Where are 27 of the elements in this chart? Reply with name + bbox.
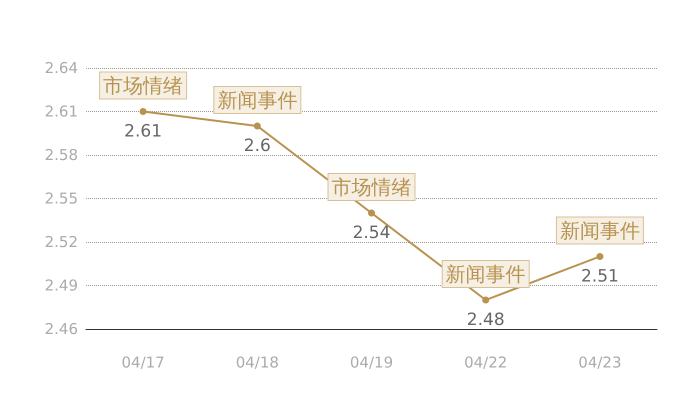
- annotation: 新闻事件: [446, 262, 526, 286]
- y-tick-label: 2.46: [44, 320, 78, 338]
- data-label: 2.51: [580, 266, 619, 286]
- point: [368, 210, 375, 216]
- y-tick-label: 2.64: [44, 59, 78, 77]
- annotation: 新闻事件: [217, 88, 298, 112]
- point: [254, 122, 261, 130]
- data-label: 2.61: [124, 122, 162, 142]
- y-tick-label: 2.58: [44, 146, 78, 164]
- annotation: 新闻事件: [560, 218, 640, 242]
- x-tick-label: 04/19: [350, 354, 394, 372]
- point: [482, 296, 490, 304]
- point: [596, 253, 604, 260]
- y-tick-label: 2.55: [44, 190, 78, 208]
- data-label: 2.54: [352, 223, 390, 243]
- annotation: 市场情绪: [103, 74, 184, 98]
- point: [140, 108, 147, 115]
- x-tick-label: 04/17: [121, 354, 165, 372]
- x-tick-label: 04/22: [464, 354, 508, 372]
- y-tick-label: 2.52: [44, 233, 78, 251]
- data-label: 2.6: [244, 136, 271, 156]
- x-tick-label: 04/23: [578, 354, 622, 372]
- annotation: 市场情绪: [332, 175, 412, 199]
- y-tick-label: 2.49: [44, 276, 78, 294]
- data-label: 2.48: [466, 310, 505, 330]
- x-tick-label: 04/18: [236, 354, 279, 372]
- y-tick-label: 2.61: [44, 102, 78, 120]
